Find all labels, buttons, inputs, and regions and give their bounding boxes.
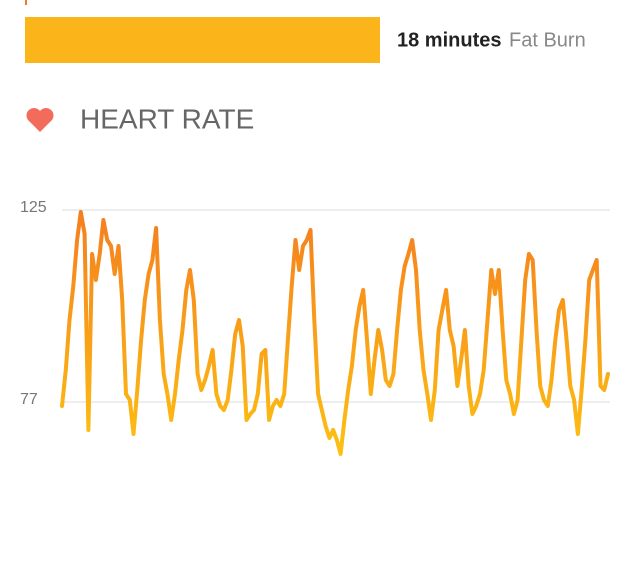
zone-name: Fat Burn bbox=[509, 29, 586, 51]
y-tick-label: 125 bbox=[20, 199, 47, 216]
zone-bar bbox=[25, 17, 380, 63]
y-tick-label: 77 bbox=[20, 391, 38, 408]
heart-icon bbox=[26, 108, 54, 132]
section-title: HEART RATE bbox=[80, 103, 254, 134]
zone-duration: 18 minutes bbox=[397, 29, 501, 51]
heart-rate-line bbox=[60, 210, 610, 456]
